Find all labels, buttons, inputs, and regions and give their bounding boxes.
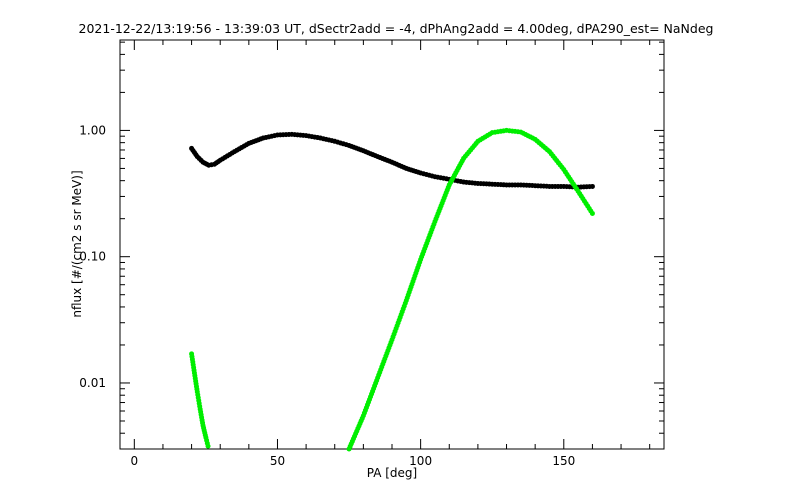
x-axis-label: PA [deg] [367,466,417,480]
x-tick-label: 100 [409,454,432,468]
y-tick-label: 1.00 [79,123,106,137]
chart-title: 2021-12-22/13:19:56 - 13:39:03 UT, dSect… [79,21,714,36]
y-tick-label: 0.01 [79,376,106,390]
series-layer [189,127,595,452]
data-point [589,183,595,189]
data-point [205,443,211,449]
series-1 [189,127,595,452]
y-axis-label: nflux [#/(cm2 s sr MeV)] [70,170,84,317]
x-tick-label: 150 [552,454,575,468]
x-tick-label: 50 [270,454,285,468]
series-0 [189,131,595,190]
data-point [589,210,595,216]
ticks-layer: 0 50 100 150 0.01 0.10 1.00 [79,40,664,468]
y-tick-label: 0.10 [79,250,106,264]
x-tick-label: 0 [130,454,138,468]
